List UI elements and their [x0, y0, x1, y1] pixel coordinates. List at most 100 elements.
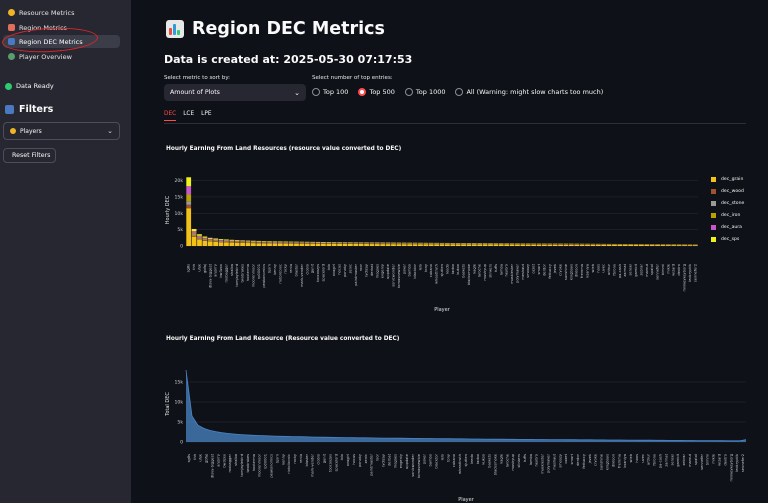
- x-tick-label: tuffs: [523, 454, 527, 462]
- bar-segment: [444, 244, 450, 246]
- bar-segment: [310, 243, 316, 246]
- bar-segment: [283, 241, 289, 243]
- x-tick-label: tadoo: [451, 264, 455, 274]
- bar-segment: [439, 244, 445, 246]
- legend-item[interactable]: dec_grain: [711, 173, 744, 185]
- x-tick-label: blacktor: [435, 453, 439, 468]
- bar-segment: [191, 233, 197, 235]
- top-entries-radio-group: Top 100 Top 500 Top 1000 All (Warning: m…: [312, 88, 613, 96]
- sort-label: Select metric to sort by:: [164, 75, 231, 81]
- bar-segment: [331, 243, 337, 246]
- radio-top-100[interactable]: Top 100: [312, 88, 348, 96]
- radio-top-500[interactable]: Top 500: [358, 88, 395, 96]
- bar-segment: [418, 244, 423, 246]
- tab-dec[interactable]: DEC: [164, 111, 177, 121]
- y-tick-label: 10k: [174, 211, 183, 217]
- tab-lpe[interactable]: LPE: [201, 111, 212, 117]
- x-tick-label: peakonomics: [262, 264, 266, 288]
- legend-item[interactable]: dec_aura: [711, 221, 744, 233]
- coin-icon: [10, 128, 16, 134]
- bar-segment: [234, 240, 240, 242]
- bar-segment: [186, 204, 192, 209]
- nav-region-dec-metrics[interactable]: Region DEC Metrics: [3, 35, 120, 48]
- x-tick-label: hoxterma: [252, 454, 256, 471]
- bar-segment: [649, 245, 655, 246]
- bar-segment: [315, 243, 321, 246]
- bar-segment: [326, 243, 332, 246]
- x-tick-label: jezek: [588, 453, 592, 464]
- x-tick-label: blacksmoke: [493, 453, 497, 475]
- legend-item[interactable]: dec_iron: [711, 209, 744, 221]
- x-tick-label: hoos: [596, 264, 600, 273]
- x-tick-label: blaster: [294, 263, 298, 276]
- radio-label: Top 100: [323, 88, 349, 96]
- bar-segment: [272, 243, 278, 246]
- x-tick-label: lamba: [529, 454, 533, 465]
- bar-segment: [250, 241, 256, 243]
- bar-segment: [250, 240, 256, 242]
- radio-label: Top 500: [369, 88, 395, 96]
- legend-label: dec_stone: [721, 200, 745, 206]
- nav-region-metrics[interactable]: Region Metrics: [3, 21, 120, 34]
- y-tick-label: 5k: [177, 420, 183, 426]
- x-tick-label: cubano: [452, 454, 456, 467]
- x-tick-label: spatol: [650, 264, 654, 275]
- bar-segment: [542, 244, 547, 246]
- nav-player-overview[interactable]: Player Overview: [3, 50, 120, 63]
- bar-segment: [498, 244, 504, 246]
- radio-top-1000[interactable]: Top 1000: [404, 88, 445, 96]
- radio-all[interactable]: All (Warning: might slow charts too much…: [455, 88, 603, 96]
- nav-resource-metrics[interactable]: Resource Metrics: [3, 6, 120, 19]
- x-tick-label: hocus: [352, 454, 356, 465]
- reset-filters-button[interactable]: Reset Filters: [3, 148, 56, 163]
- bar-segment: [213, 241, 219, 246]
- x-tick-label: anjorry: [214, 263, 218, 277]
- bar-segment: [337, 243, 342, 246]
- radio-label: All (Warning: might slow charts too much…: [466, 88, 604, 96]
- x-tick-label: blaster: [305, 453, 309, 466]
- x-tick-label: ovagirl: [346, 454, 350, 466]
- players-expander[interactable]: Players ⌄: [3, 122, 120, 140]
- legend-label: dec_sps: [721, 236, 740, 242]
- tab-lce[interactable]: LCE: [183, 111, 195, 117]
- x-tick-label: heybro: [505, 264, 509, 277]
- x-tick-label: bambo: [429, 454, 433, 466]
- x-tick-label: derbat: [387, 453, 391, 465]
- x-tick-label: polymaker: [515, 263, 519, 282]
- legend-item[interactable]: dec_wood: [711, 185, 744, 197]
- y-tick-label: 0: [180, 440, 183, 446]
- radio-circle: [312, 88, 320, 96]
- x-tick-label: baskets: [488, 454, 492, 468]
- bar-segment: [186, 208, 192, 246]
- bar-segment: [224, 241, 229, 242]
- legend-swatch: [711, 224, 716, 230]
- sort-metric-select[interactable]: Amount of Plots ⌄: [164, 84, 306, 101]
- bar-segment: [213, 238, 219, 240]
- bar-segment: [687, 245, 693, 246]
- x-tick-label: leedo: [470, 454, 474, 464]
- x-tick-label: zebrar: [639, 263, 643, 275]
- x-tick-label: arthur: [647, 453, 651, 465]
- x-tick-label: uvec: [641, 454, 645, 463]
- x-tick-label: sennefer2: [693, 264, 697, 282]
- x-tick-label: hoos: [635, 454, 639, 463]
- bar-segment: [612, 244, 617, 246]
- bar-segment: [191, 236, 197, 246]
- status-dot-icon: [5, 82, 12, 90]
- bar-segment: [434, 244, 440, 246]
- bar-segment: [455, 244, 461, 246]
- bar-segment: [299, 242, 305, 243]
- bar-segment: [606, 244, 612, 246]
- tab-bar: DEC LCE LPE: [164, 111, 219, 121]
- chart1-title: Hourly Earning From Land Resources (reso…: [166, 146, 402, 152]
- bar-segment: [277, 242, 283, 243]
- x-tick-label: dextro: [677, 264, 681, 276]
- x-tick-label: roor: [359, 263, 363, 271]
- x-tick-label: derbat: [370, 263, 374, 275]
- x-tick-label: zenic: [348, 264, 352, 273]
- chevron-down-icon: ⌄: [294, 88, 300, 97]
- legend-item[interactable]: dec_sps: [711, 233, 744, 245]
- bar-segment: [261, 241, 267, 242]
- legend-item[interactable]: dec_stone: [711, 197, 744, 209]
- bar-segment: [299, 243, 305, 246]
